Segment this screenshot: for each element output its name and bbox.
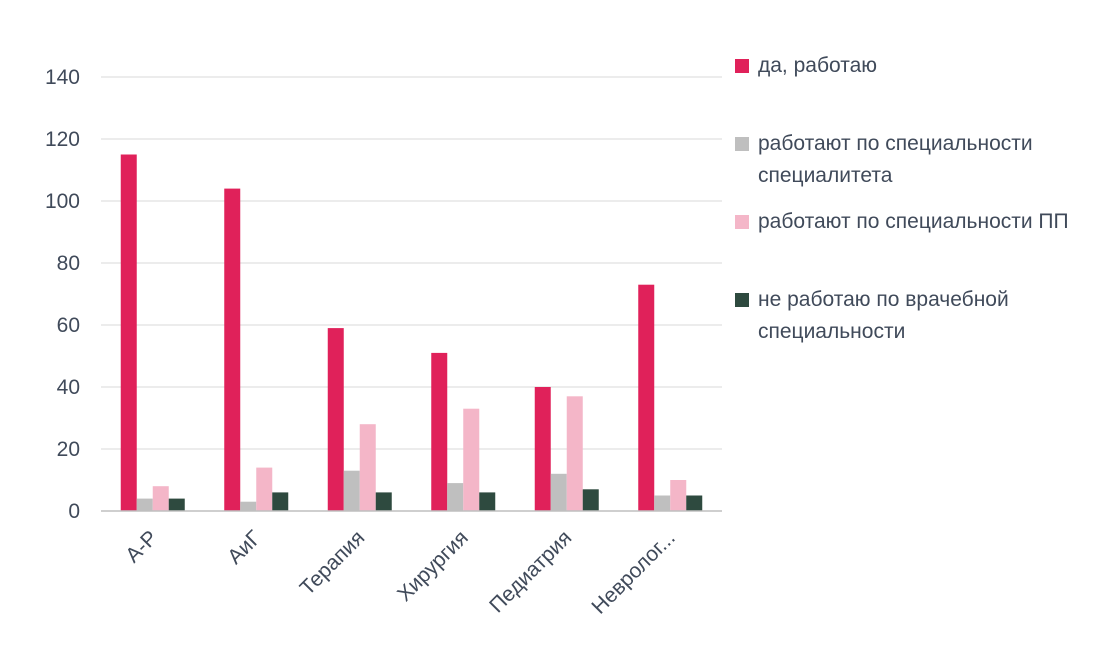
- x-tick-label: АиГ: [223, 526, 266, 569]
- bar: [447, 483, 464, 511]
- x-tick-label: Невролог...: [587, 526, 679, 618]
- bar: [550, 473, 567, 511]
- bar: [224, 188, 241, 511]
- legend-item: да, работаю: [735, 50, 1098, 82]
- x-tick-label: Хирургия: [393, 526, 473, 606]
- legend-swatch: [735, 215, 749, 229]
- y-tick-label: 140: [45, 66, 80, 89]
- legend-item: работают по специальности специалитета: [735, 128, 1098, 192]
- legend-swatch: [735, 59, 749, 73]
- legend-label: работают по специальности ПП: [758, 210, 1069, 233]
- bar: [654, 495, 671, 511]
- y-tick-label: 120: [45, 128, 80, 151]
- bar: [375, 492, 392, 511]
- bar: [582, 489, 599, 511]
- y-axis-ticks: 0 20 40 60 80 100 120 140: [45, 66, 80, 523]
- y-tick-label: 40: [57, 376, 80, 399]
- bar: [152, 486, 169, 511]
- bar: [120, 154, 137, 511]
- bar: [686, 495, 703, 511]
- bar: [479, 492, 496, 511]
- x-tick-label: Терапия: [296, 526, 370, 600]
- y-tick-label: 60: [57, 314, 80, 337]
- legend-swatch: [735, 137, 749, 151]
- bar: [240, 501, 257, 511]
- legend-label: работают по специальности специалитета: [758, 132, 1033, 187]
- legend-item: не работаю по врачебной специальности: [735, 284, 1098, 348]
- bars: [120, 154, 703, 511]
- y-tick-label: 100: [45, 190, 80, 213]
- bar: [343, 470, 360, 511]
- legend-swatch: [735, 293, 749, 307]
- x-tick-label: А-Р: [121, 526, 162, 567]
- bar: [327, 328, 344, 511]
- bar: [431, 352, 448, 511]
- bar: [566, 396, 583, 511]
- y-tick-label: 80: [57, 252, 80, 275]
- legend-label: не работаю по врачебной специальности: [758, 288, 1009, 343]
- y-tick-label: 0: [68, 500, 80, 523]
- x-tick-label: Педиатрия: [485, 526, 576, 617]
- bar: [256, 467, 273, 511]
- bar: [670, 480, 687, 511]
- bar: [136, 498, 153, 511]
- bar: [638, 284, 655, 511]
- x-axis-categories: А-Р АиГ Терапия Хирургия Педиатрия Невролог..…: [121, 526, 680, 618]
- bar: [359, 424, 376, 511]
- bar: [534, 387, 551, 511]
- gridlines: [101, 76, 722, 450]
- bar: [272, 492, 289, 511]
- y-tick-label: 20: [57, 438, 80, 461]
- bar: [463, 408, 480, 511]
- legend-label: да, работаю: [758, 54, 878, 77]
- bar: [168, 498, 185, 511]
- legend-item: работают по специальности ПП: [735, 206, 1098, 238]
